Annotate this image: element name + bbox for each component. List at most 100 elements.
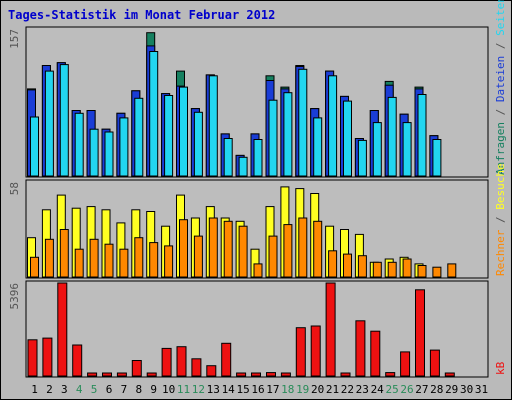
bar-rechner: 8 (447, 263, 457, 278)
bar-seiten: 83 (134, 97, 144, 177)
bar-seiten: 89 (283, 92, 293, 177)
bar-kb: 1400 (400, 351, 411, 377)
bar-kb: 100 (146, 372, 157, 377)
bar-rechner: 20 (104, 243, 114, 278)
bar-rechner: 9 (387, 261, 397, 278)
bar-kb: 100 (340, 372, 351, 377)
legend-entry: / (494, 210, 507, 230)
bar-rechner: 16 (328, 250, 338, 278)
bar-seiten: 62 (313, 117, 323, 177)
bar-rechner: 21 (149, 242, 159, 278)
bar-rechner: 23 (44, 238, 54, 278)
bar-seiten: 62 (119, 117, 129, 177)
x-tick-label: 12 (192, 383, 205, 396)
bar-kb: 100 (87, 372, 98, 377)
x-tick-label: 20 (311, 383, 324, 396)
bar-kb: 1600 (161, 347, 172, 377)
bar-kb: 1500 (429, 349, 440, 377)
x-tick-label: 18 (281, 383, 294, 396)
legend-entry: / (494, 36, 507, 56)
bar-rechner: 24 (134, 237, 144, 278)
bar-kb: 100 (116, 372, 127, 377)
bar-rechner: 31 (238, 225, 248, 278)
legend-kb: kB (494, 361, 507, 375)
bar-kb: 900 (131, 360, 142, 377)
bar-seiten: 40 (223, 138, 233, 177)
bar-seiten: 80 (343, 100, 352, 177)
bar-kb: 100 (236, 372, 247, 377)
bar-seiten: 81 (268, 99, 278, 177)
y-max-label-visits: 58 (8, 182, 21, 195)
bar-rechner: 9 (372, 261, 382, 278)
bar-seiten: 63 (30, 116, 39, 177)
bar-kb: 2200 (42, 337, 53, 377)
bar-kb: 5000 (415, 289, 425, 377)
bar-kb: 600 (206, 365, 217, 377)
bar-rechner: 11 (402, 258, 412, 278)
bar-rechner: 36 (298, 217, 308, 278)
bar-rechner: 17 (74, 248, 84, 278)
bar-kb: 200 (266, 372, 276, 377)
bar-kb: 1000 (191, 358, 202, 377)
panel-kb: 5396 kB 2100 2200 5396 1800 100 100 100 900 100 160… (8, 280, 507, 378)
bar-seiten: 84 (387, 96, 397, 177)
bar-seiten: 114 (298, 68, 308, 177)
chart-title: Tages-Statistik im Monat Februar 2012 (8, 8, 275, 22)
legend-entry: / (494, 102, 507, 122)
x-tick-label: 7 (121, 383, 128, 396)
bar-rechner: 29 (59, 229, 69, 278)
bar-rechner: 25 (268, 235, 278, 278)
bar-kb: 100 (251, 372, 261, 377)
bars-hits: 9392631181181121211211197070677070505050… (27, 32, 442, 177)
bar-rechner: 14 (343, 253, 352, 278)
panel-hits: 157 Anfragen / Dateien / Seiten 9392631181… (8, 0, 507, 178)
bar-kb: 1800 (72, 344, 83, 377)
x-tick-label: 25 (385, 383, 398, 396)
bar-seiten: 20 (238, 156, 248, 177)
x-tick-label: 14 (222, 383, 236, 396)
bar-rechner: 25 (193, 235, 203, 278)
x-tick-label: 6 (106, 383, 113, 396)
bar-seiten: 119 (59, 64, 69, 177)
bars-visits: 2412412350294217432341203317412440213119… (27, 186, 457, 278)
bar-seiten: 95 (179, 86, 188, 177)
x-tick-label: 1 (31, 383, 38, 396)
bar-rechner: 36 (208, 217, 218, 278)
bar-rechner: 17 (119, 248, 129, 278)
bar-seiten: 50 (89, 128, 99, 177)
bar-rechner: 6 (432, 266, 442, 278)
plot-area-kb (25, 280, 489, 378)
bar-rechner: 7 (417, 265, 427, 278)
bar-seiten: 57 (372, 122, 382, 177)
x-tick-label: 16 (251, 383, 264, 396)
bar-kb: 3200 (355, 320, 366, 377)
bar-kb: 1900 (221, 342, 232, 377)
y-max-label-hits: 157 (8, 29, 21, 49)
x-tick-label: 11 (177, 383, 190, 396)
bar-seiten: 112 (44, 70, 54, 177)
bar-seiten: 107 (328, 75, 338, 177)
x-tick-label: 23 (356, 383, 369, 396)
x-tick-label: 31 (475, 383, 488, 396)
bar-kb: 5396 (57, 282, 68, 377)
bar-seiten: 47 (104, 131, 114, 177)
bar-kb: 5396 (325, 282, 336, 377)
legend-entry: kB (494, 361, 507, 375)
bar-rechner: 12 (30, 256, 39, 278)
bar-seiten: 38 (357, 139, 367, 177)
legend-visits: Rechner / Besuche (494, 163, 507, 276)
bar-seiten: 68 (193, 111, 203, 177)
bar-seiten: 86 (164, 95, 174, 177)
bar-seiten: 67 (74, 112, 84, 177)
bar-kb: 120 (444, 372, 455, 377)
chart-panels: 157 Anfragen / Dateien / Seiten 9392631181… (8, 0, 507, 378)
x-tick-label: 19 (296, 383, 309, 396)
bar-seiten: 133 (149, 51, 159, 177)
bar-kb: 100 (102, 372, 112, 377)
legend-entry: Seiten (494, 0, 507, 36)
x-tick-label: 8 (135, 383, 142, 396)
x-tick-label: 22 (341, 383, 354, 396)
bar-seiten: 39 (432, 139, 442, 177)
